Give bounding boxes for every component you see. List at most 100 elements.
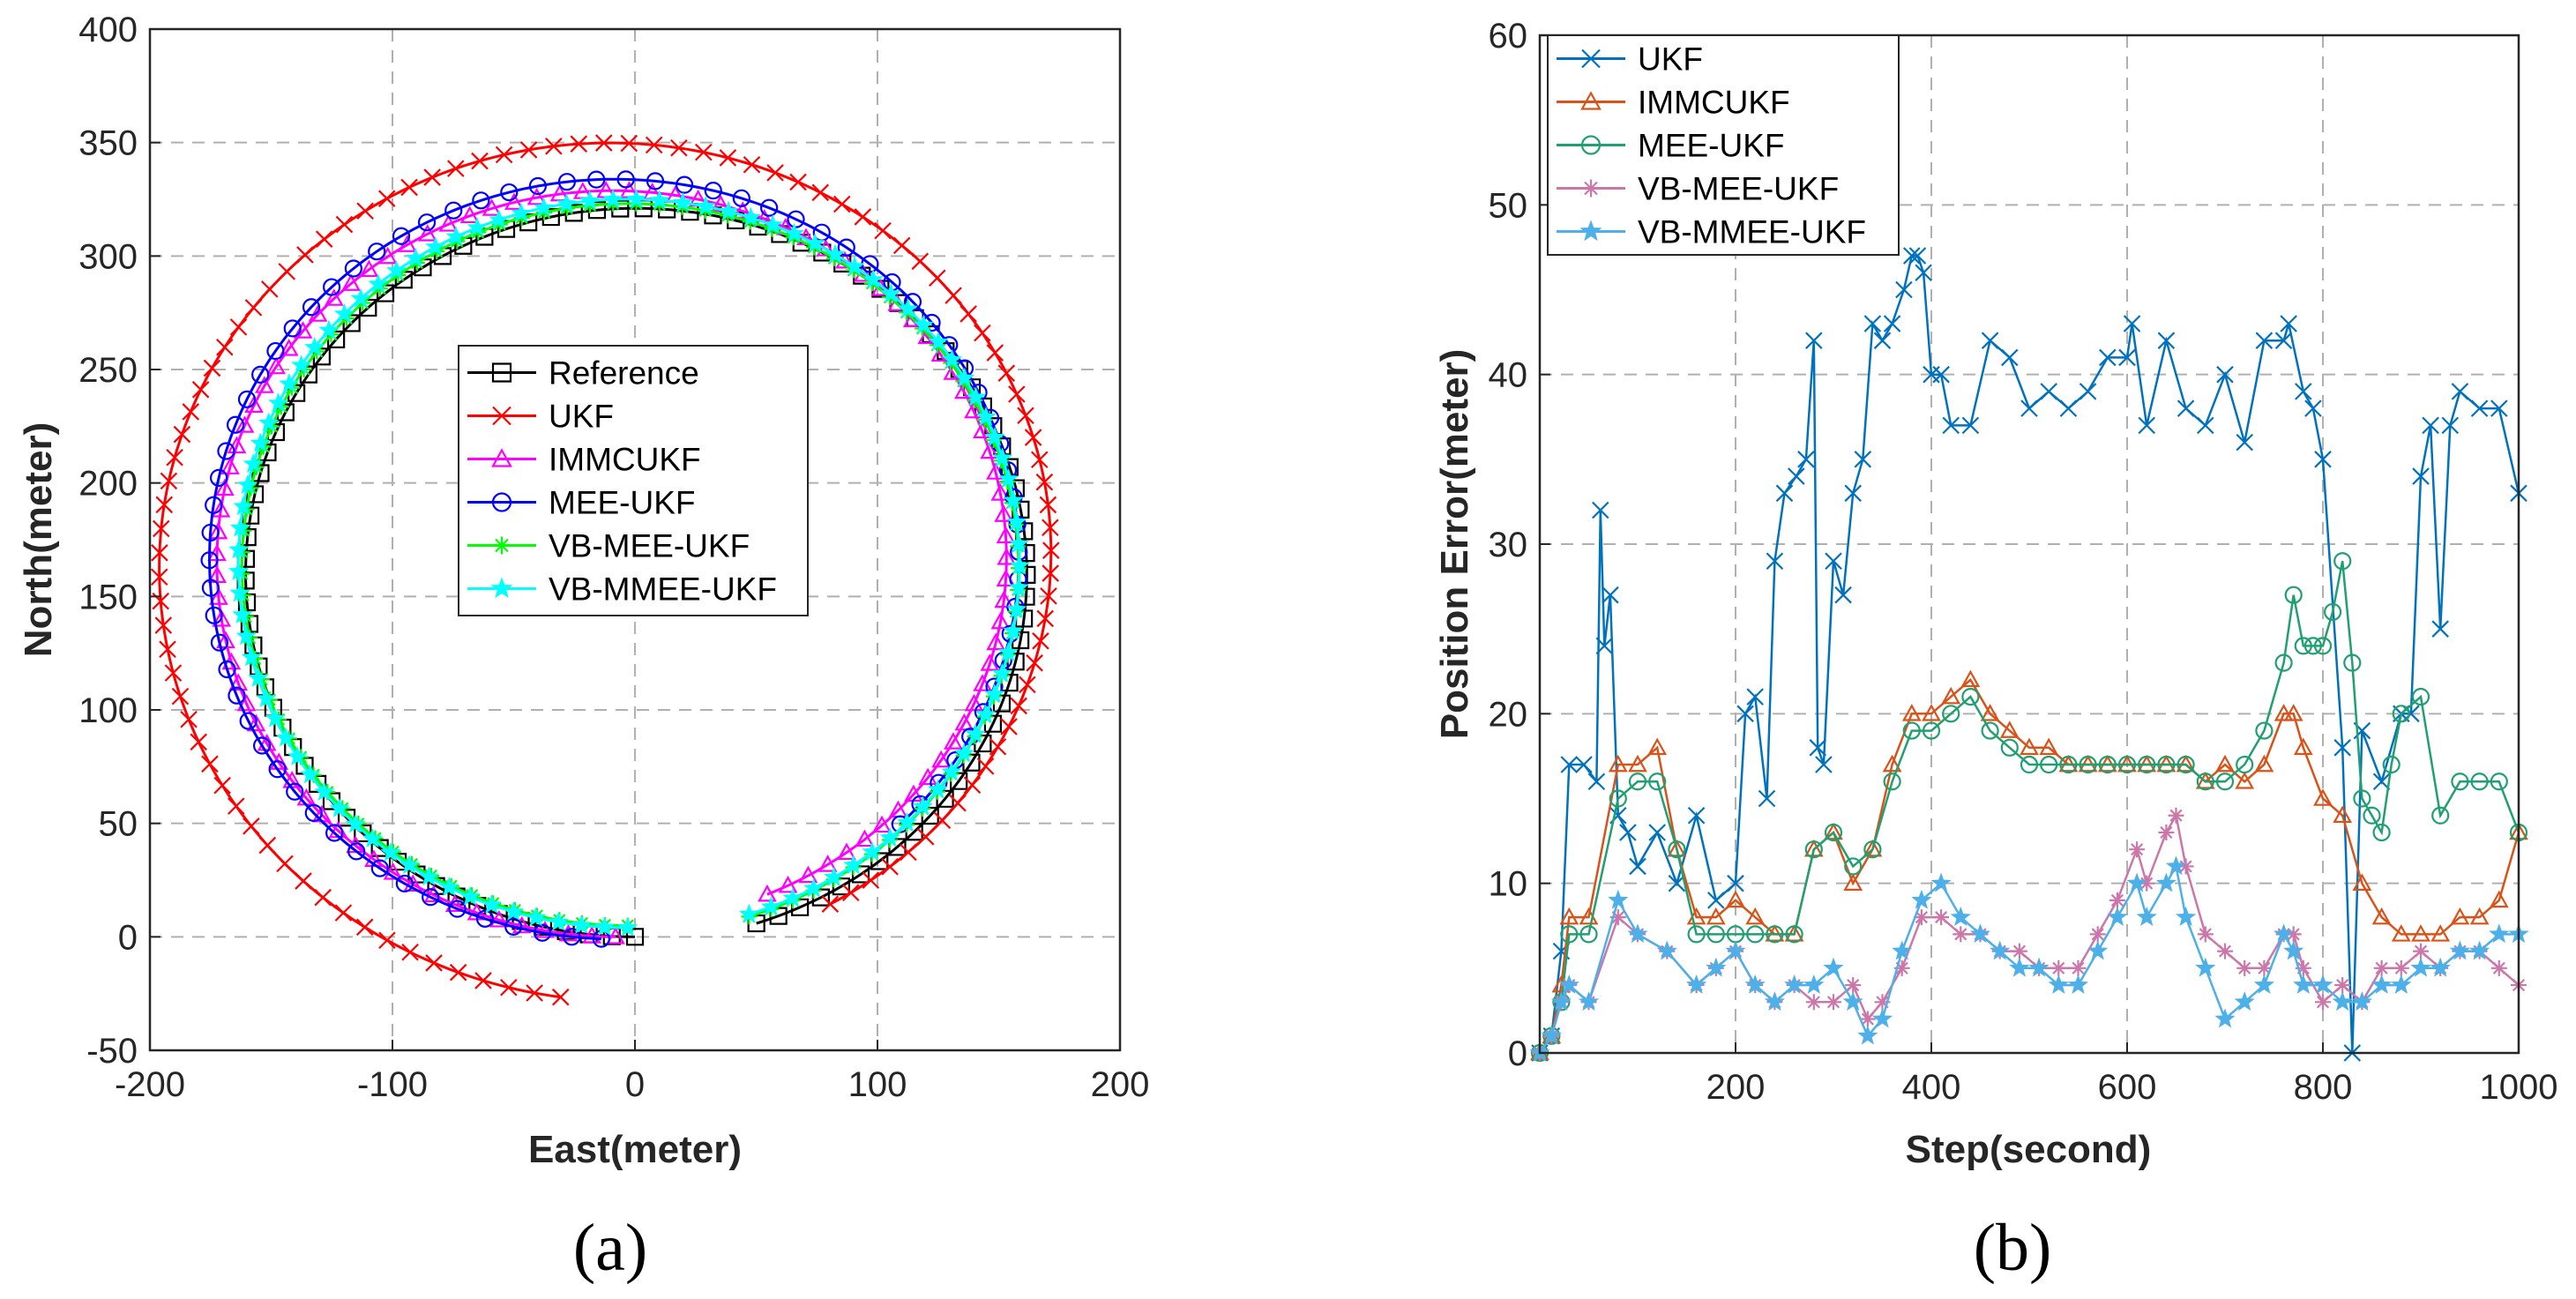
data-point <box>2449 940 2470 960</box>
data-point <box>209 468 228 487</box>
data-point <box>2410 957 2431 977</box>
data-point <box>1842 991 1863 1012</box>
data-point <box>235 625 257 646</box>
chart-a-ticks: -200 -100 0 100 200 -50 0 50 100 150 200 250 300 350 4… <box>78 11 1149 1104</box>
data-point <box>556 192 577 213</box>
data-point <box>798 865 818 884</box>
data-point <box>217 442 235 460</box>
data-point <box>201 523 220 542</box>
data-point <box>257 733 277 751</box>
data-point <box>789 173 807 191</box>
data-point <box>954 713 974 731</box>
data-point <box>1824 823 1843 842</box>
data-point <box>180 710 198 728</box>
data-point <box>448 900 467 918</box>
data-point <box>1805 332 1823 349</box>
data-point <box>972 421 992 439</box>
data-point <box>376 284 395 302</box>
data-point <box>302 298 321 317</box>
data-point <box>2285 926 2302 943</box>
chart-a-y-axis-label: North(meter) <box>17 422 60 657</box>
data-point <box>1930 872 1952 892</box>
data-point <box>2011 943 2027 959</box>
data-point <box>2157 332 2176 349</box>
data-point <box>563 928 581 946</box>
data-point <box>228 673 249 691</box>
data-point <box>2236 755 2254 774</box>
data-point <box>2123 315 2141 332</box>
data-point <box>1000 718 1018 735</box>
data-point <box>782 887 803 907</box>
data-point <box>325 824 344 842</box>
data-point <box>1000 458 1019 476</box>
data-point <box>2126 872 2147 892</box>
x-tick-label: 100 <box>848 1065 907 1104</box>
data-point <box>405 247 426 267</box>
data-point <box>1017 407 1034 425</box>
data-point <box>2009 957 2030 977</box>
data-point <box>911 252 930 271</box>
data-point <box>1560 756 1579 773</box>
data-point <box>1913 909 1930 926</box>
data-point <box>2431 620 2449 638</box>
data-point <box>228 686 246 705</box>
data-point <box>931 750 951 768</box>
data-point <box>1990 940 2011 960</box>
legend-label: VB-MEE-UKF <box>1638 171 1839 207</box>
data-point <box>2470 399 2489 417</box>
data-point <box>1805 994 1822 1011</box>
data-point <box>296 246 314 264</box>
data-point <box>1824 822 1843 840</box>
data-point <box>2280 315 2297 332</box>
data-point <box>1042 564 1059 582</box>
legend-box <box>458 345 809 616</box>
data-point <box>1628 773 1647 791</box>
data-point <box>1902 721 1921 740</box>
data-point <box>267 392 289 413</box>
data-point <box>303 336 325 356</box>
data-point <box>837 842 856 861</box>
data-point <box>991 447 1013 467</box>
legend-item-immcukf: IMMCUKF <box>1557 85 1790 121</box>
data-point <box>1746 925 1765 944</box>
data-point <box>625 928 645 946</box>
data-point <box>335 215 354 234</box>
data-point <box>2059 399 2078 417</box>
data-point <box>1550 991 1572 1012</box>
data-point <box>695 195 716 215</box>
data-point <box>1746 688 1764 705</box>
data-point <box>912 795 933 816</box>
data-point <box>244 395 264 413</box>
data-point <box>511 915 532 934</box>
data-point <box>620 134 638 153</box>
y-tick-label: 60 <box>1489 17 1528 56</box>
data-point <box>2312 974 2333 994</box>
data-point <box>1648 824 1666 841</box>
data-point <box>944 732 963 750</box>
data-point <box>564 204 583 222</box>
data-point <box>526 187 547 205</box>
data-point <box>811 183 830 202</box>
data-point <box>1036 609 1054 628</box>
data-point <box>2412 467 2430 485</box>
data-point <box>1745 907 1766 925</box>
data-point <box>287 746 308 765</box>
data-point <box>606 927 625 944</box>
y-tick-label: 50 <box>99 805 138 844</box>
data-point <box>299 365 317 384</box>
data-point <box>862 871 880 889</box>
data-point <box>918 767 937 786</box>
data-point <box>418 866 439 886</box>
legend-item-vb-mee-ukf: VB-MEE-UKF <box>467 528 750 564</box>
data-point <box>2079 755 2097 774</box>
data-point <box>2332 991 2353 1012</box>
chart-b-legend: UKF IMMCUKF MEE-UKF VB-MEE-UKF VB-MMEE-UKF <box>1547 34 1900 256</box>
x-tick-label: 200 <box>1706 1068 1766 1107</box>
data-point <box>2469 907 2490 925</box>
data-point <box>1026 654 1043 672</box>
data-point <box>1834 586 1852 604</box>
y-tick-label: 10 <box>1489 865 1528 904</box>
data-point <box>1687 925 1706 944</box>
data-point <box>998 468 1019 489</box>
